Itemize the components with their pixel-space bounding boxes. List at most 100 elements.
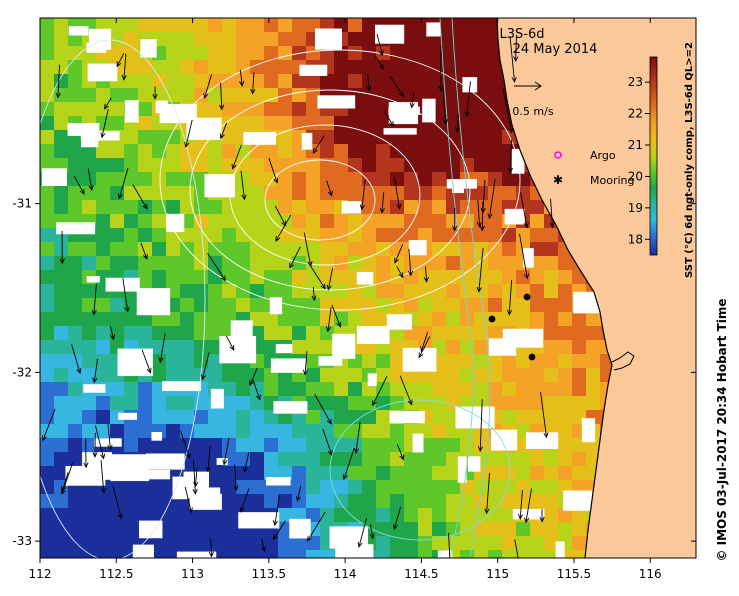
sst-cell — [180, 536, 195, 551]
sst-cell — [54, 60, 69, 75]
sst-cell — [166, 158, 181, 173]
sst-cell — [334, 284, 349, 299]
sst-cell — [446, 494, 461, 509]
x-tick-label: 112 — [29, 567, 52, 581]
sst-cell — [180, 312, 195, 327]
sst-cell — [264, 116, 279, 131]
x-tick-label: 114 — [334, 567, 357, 581]
sst-cell — [362, 60, 377, 75]
sst-cell — [166, 326, 181, 341]
sst-cell — [264, 550, 279, 565]
sst-cell — [222, 228, 237, 243]
sst-cell — [278, 326, 293, 341]
sst-cell — [474, 438, 489, 453]
sst-cell — [68, 382, 83, 397]
sst-cell — [208, 410, 223, 425]
sst-cell — [334, 144, 349, 159]
sst-cell — [278, 438, 293, 453]
sst-cell — [96, 158, 111, 173]
cloud-gap — [426, 22, 440, 36]
sst-cell — [96, 228, 111, 243]
sst-cell — [460, 438, 475, 453]
sst-cell — [334, 368, 349, 383]
sst-cell — [558, 522, 573, 537]
sst-cell — [362, 466, 377, 481]
sst-cell — [376, 368, 391, 383]
sst-cell — [362, 18, 377, 33]
cloud-gap — [69, 26, 89, 35]
sst-cell — [348, 256, 363, 271]
sst-cell — [558, 382, 573, 397]
sst-cell — [208, 144, 223, 159]
sst-cell — [586, 340, 601, 355]
sst-cell — [292, 424, 307, 439]
sst-cell — [544, 396, 559, 411]
sst-cell — [40, 60, 55, 75]
sst-cell — [474, 158, 489, 173]
sst-cell — [530, 522, 545, 537]
sst-cell — [348, 32, 363, 47]
sst-cell — [138, 88, 153, 103]
sst-cell — [166, 144, 181, 159]
sst-cell — [306, 340, 321, 355]
sst-cell — [376, 354, 391, 369]
sst-cell — [96, 340, 111, 355]
cloud-gap — [403, 348, 437, 372]
sst-cell — [376, 466, 391, 481]
sst-cell — [82, 424, 97, 439]
sst-cell — [516, 396, 531, 411]
sst-cell — [124, 480, 139, 495]
sst-cell — [362, 452, 377, 467]
sst-cell — [68, 172, 83, 187]
sst-cell — [208, 508, 223, 523]
sst-cell — [96, 256, 111, 271]
cloud-gap — [357, 326, 390, 344]
sst-cell — [432, 522, 447, 537]
sst-cell — [292, 298, 307, 313]
sst-cell — [40, 256, 55, 271]
sst-cell — [292, 18, 307, 33]
sst-cell — [320, 130, 335, 145]
sst-cell — [292, 494, 307, 509]
cloud-gap — [413, 434, 424, 453]
mooring-marker — [489, 316, 496, 323]
sst-cell — [516, 480, 531, 495]
sst-cell — [110, 158, 125, 173]
sst-cell — [222, 32, 237, 47]
sst-cell — [488, 508, 503, 523]
sst-cell — [236, 550, 251, 565]
sst-cell — [194, 32, 209, 47]
sst-cell — [68, 494, 83, 509]
sst-cell — [250, 494, 265, 509]
sst-cell — [390, 284, 405, 299]
sst-cell — [558, 424, 573, 439]
sst-cell — [362, 424, 377, 439]
sst-cell — [166, 438, 181, 453]
sst-cell — [222, 60, 237, 75]
sst-cell — [250, 382, 265, 397]
sst-cell — [138, 438, 153, 453]
sst-cell — [586, 382, 601, 397]
sst-cell — [320, 144, 335, 159]
sst-cell — [474, 508, 489, 523]
sst-cell — [530, 536, 545, 551]
sst-cell — [418, 466, 433, 481]
sst-cell — [208, 424, 223, 439]
sst-cell — [54, 438, 69, 453]
sst-cell — [348, 74, 363, 89]
sst-cell — [110, 522, 125, 537]
sst-cell — [208, 284, 223, 299]
cloud-gap — [332, 334, 355, 359]
sst-cell — [278, 228, 293, 243]
sst-cell — [544, 242, 559, 257]
sst-cell — [124, 326, 139, 341]
sst-cell — [348, 368, 363, 383]
sst-cell — [264, 144, 279, 159]
sst-cell — [460, 550, 475, 565]
sst-cell — [250, 172, 265, 187]
sst-cell — [404, 172, 419, 187]
sst-cell — [460, 32, 475, 47]
sst-cell — [278, 144, 293, 159]
cloud-gap — [582, 418, 595, 442]
sst-cell — [152, 18, 167, 33]
